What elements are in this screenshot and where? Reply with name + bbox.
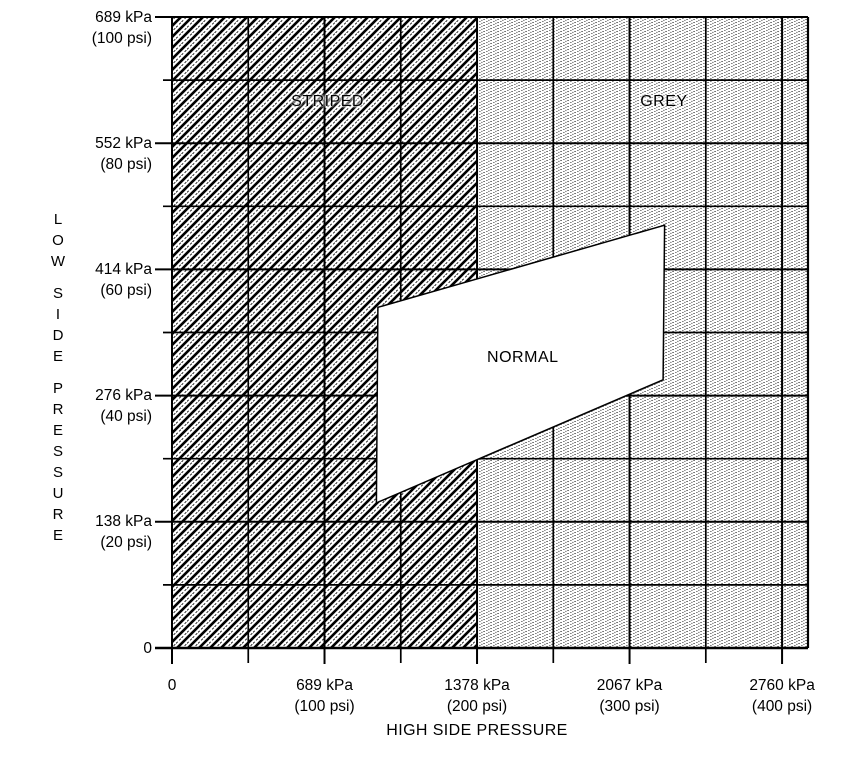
y-tick-label: 689 kPa (100 psi) (91, 8, 152, 47)
y-tick-label: 276 kPa (40 psi) (95, 387, 152, 426)
region-label-grey: GREY (640, 93, 688, 111)
y-tick-label: 552 kPa (80 psi) (95, 134, 152, 173)
region-label-striped: STRIPED (291, 93, 364, 111)
y-tick-label: 414 kPa (60 psi) (95, 260, 152, 299)
x-tick-label: 689 kPa (100 psi) (294, 677, 355, 715)
region-label-normal: NORMAL (487, 348, 559, 366)
y-tick-label: 138 kPa (20 psi) (95, 513, 152, 552)
x-tick-label: 1378 kPa (200 psi) (444, 677, 510, 715)
y-tick-label: 0 (143, 639, 152, 657)
x-axis-title: HIGH SIDE PRESSURE (386, 722, 568, 739)
x-tick-label: 0 (167, 677, 177, 694)
x-tick-label: 2760 kPa (400 psi) (749, 677, 815, 715)
x-tick-label: 2067 kPa (300 psi) (596, 677, 663, 715)
region-normal-polygon (375, 224, 666, 505)
